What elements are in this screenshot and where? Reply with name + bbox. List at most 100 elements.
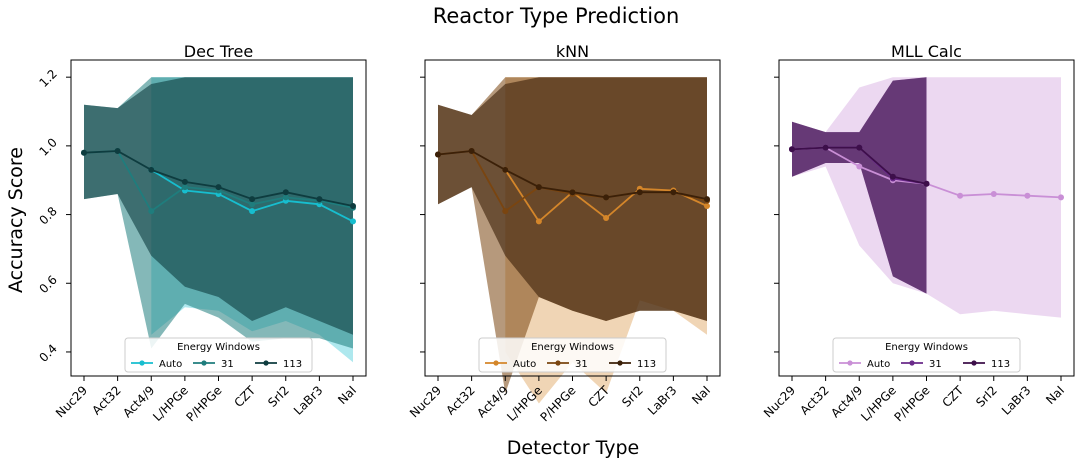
data-point bbox=[957, 192, 964, 199]
legend-marker bbox=[139, 360, 145, 366]
data-point bbox=[535, 184, 542, 191]
legend-marker bbox=[617, 360, 623, 366]
data-point bbox=[249, 208, 256, 215]
x-tick-label: Act32 bbox=[443, 383, 477, 417]
legend-label: 113 bbox=[991, 359, 1010, 370]
figure-xlabel: Detector Type bbox=[507, 437, 639, 459]
x-tick-label: LaBr3 bbox=[999, 383, 1034, 418]
subplot-title: kNN bbox=[556, 42, 589, 61]
x-tick-label: P/HPGe bbox=[183, 383, 224, 424]
legend-marker bbox=[555, 360, 561, 366]
figure-title: Reactor Type Prediction bbox=[433, 4, 680, 28]
x-tick-label: NaI bbox=[1043, 383, 1067, 407]
data-point bbox=[282, 194, 289, 201]
legend-marker bbox=[493, 360, 499, 366]
legend-label: 113 bbox=[637, 359, 656, 370]
x-tick-label: SrI2 bbox=[265, 383, 292, 410]
y-tick-label: 1.2 bbox=[36, 67, 59, 90]
subplot-title: MLL Calc bbox=[891, 42, 962, 61]
x-tick-label: Act32 bbox=[797, 383, 831, 417]
legend-title: Energy Windows bbox=[531, 342, 614, 353]
data-point bbox=[316, 196, 323, 203]
band-113 bbox=[792, 77, 927, 294]
x-tick-label: NaI bbox=[689, 383, 713, 407]
legend-marker bbox=[263, 360, 269, 366]
data-point bbox=[435, 151, 441, 158]
x-tick-label: Nuc29 bbox=[53, 383, 90, 420]
x-tick-label: L/HPGe bbox=[504, 383, 545, 424]
x-tick-label: Act32 bbox=[89, 383, 123, 417]
y-tick-label: 1.0 bbox=[36, 135, 59, 158]
legend-label: Auto bbox=[513, 359, 536, 370]
subplot-title: Dec Tree bbox=[184, 42, 253, 61]
data-point bbox=[603, 194, 610, 201]
x-tick-label: CZT bbox=[231, 383, 258, 410]
legend-label: Auto bbox=[159, 359, 182, 370]
data-point bbox=[603, 215, 610, 221]
data-point bbox=[1058, 194, 1064, 201]
data-point bbox=[856, 163, 863, 170]
y-tick-label: 0.4 bbox=[36, 341, 59, 364]
data-point bbox=[704, 196, 710, 203]
data-point bbox=[181, 178, 188, 185]
y-tick-label: 0.8 bbox=[36, 204, 59, 227]
legend-label: 31 bbox=[221, 359, 234, 370]
data-point bbox=[282, 189, 289, 196]
legend-title: Energy Windows bbox=[885, 342, 968, 353]
x-tick-label: L/HPGe bbox=[858, 383, 899, 424]
x-tick-label: Nuc29 bbox=[407, 383, 444, 420]
legend-label: 31 bbox=[929, 359, 942, 370]
data-point bbox=[535, 218, 542, 225]
legend-marker bbox=[201, 360, 207, 366]
data-point bbox=[856, 144, 863, 151]
data-point bbox=[704, 203, 710, 209]
x-tick-label: CZT bbox=[939, 383, 966, 410]
legend: Energy Windows Auto 31 113 bbox=[478, 337, 667, 373]
data-point bbox=[81, 149, 87, 156]
data-point bbox=[148, 166, 155, 173]
x-tick-label: SrI2 bbox=[619, 383, 646, 410]
data-point bbox=[215, 184, 222, 191]
legend-marker bbox=[847, 360, 853, 366]
band-113 bbox=[84, 77, 353, 335]
x-tick-label: LaBr3 bbox=[291, 383, 326, 418]
x-tick-label: LaBr3 bbox=[645, 383, 680, 418]
x-tick-label: NaI bbox=[335, 383, 359, 407]
legend: Energy Windows Auto 31 113 bbox=[124, 337, 313, 373]
data-point bbox=[502, 208, 509, 215]
data-point bbox=[923, 180, 930, 187]
x-tick-label: SrI2 bbox=[973, 383, 1000, 410]
legend-title: Energy Windows bbox=[177, 342, 260, 353]
data-point bbox=[114, 148, 121, 154]
data-point bbox=[502, 166, 509, 173]
legend-marker bbox=[909, 360, 915, 366]
band-113 bbox=[438, 77, 707, 321]
data-point bbox=[249, 196, 256, 203]
x-tick-label: CZT bbox=[585, 383, 612, 410]
y-tick-label: 0.6 bbox=[36, 273, 59, 296]
legend: Energy Windows Auto 31 113 bbox=[832, 337, 1021, 373]
data-point bbox=[670, 189, 677, 196]
data-point bbox=[249, 201, 256, 208]
data-point bbox=[990, 191, 997, 197]
legend-label: Auto bbox=[867, 359, 890, 370]
data-point bbox=[822, 144, 829, 151]
data-point bbox=[148, 208, 155, 215]
legend-label: 113 bbox=[283, 359, 302, 370]
figure-ylabel: Accuracy Score bbox=[5, 147, 27, 293]
data-point bbox=[569, 189, 576, 196]
data-point bbox=[1024, 192, 1031, 199]
legend-label: 31 bbox=[575, 359, 588, 370]
data-point bbox=[181, 184, 188, 191]
x-tick-label: L/HPGe bbox=[150, 383, 191, 424]
x-tick-label: P/HPGe bbox=[891, 383, 932, 424]
x-tick-label: Nuc29 bbox=[761, 383, 798, 420]
data-point bbox=[350, 203, 356, 209]
data-point bbox=[636, 189, 643, 196]
legend-marker bbox=[971, 360, 977, 366]
data-point bbox=[350, 218, 356, 225]
